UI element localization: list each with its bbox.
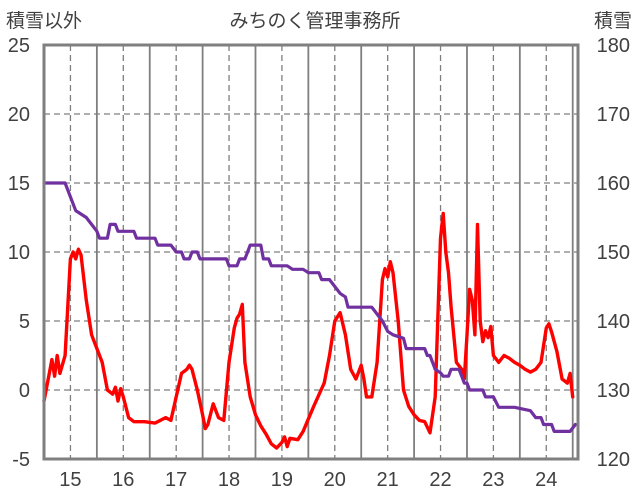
plot-frame <box>42 43 580 461</box>
left-tick-label: 20 <box>8 104 30 126</box>
right-tick-label: 170 <box>597 104 630 126</box>
right-tick-label: 150 <box>597 242 630 264</box>
x-tick-label: 18 <box>218 469 240 491</box>
x-tick-label: 15 <box>59 469 81 491</box>
x-tick-label: 17 <box>165 469 187 491</box>
left-axis-title: 積雪以外 <box>6 10 82 32</box>
right-tick-label: 130 <box>597 380 630 402</box>
x-tick-label: 22 <box>429 469 451 491</box>
left-tick-label: 15 <box>8 173 30 195</box>
x-tick-label: 20 <box>324 469 346 491</box>
right-tick-label: 120 <box>597 449 630 471</box>
right-axis-title: 積雪 <box>594 10 632 32</box>
x-tick-label: 21 <box>377 469 399 491</box>
tick-labels: 25 20 15 10 5 0 -5 180 170 160 150 140 130 120 15 16 17 1… <box>8 35 630 491</box>
right-tick-label: 180 <box>597 35 630 57</box>
left-tick-label: 5 <box>19 311 30 333</box>
x-tick-label: 19 <box>271 469 293 491</box>
x-tick-label: 16 <box>112 469 134 491</box>
left-tick-label: 0 <box>19 380 30 402</box>
right-tick-label: 140 <box>597 311 630 333</box>
right-tick-label: 160 <box>597 173 630 195</box>
x-tick-label: 23 <box>482 469 504 491</box>
left-tick-label: 25 <box>8 35 30 57</box>
chart-title: みちのく管理事務所 <box>229 10 400 32</box>
left-tick-label: 10 <box>8 242 30 264</box>
temperature-line <box>42 211 575 450</box>
left-tick-label: -5 <box>12 449 30 471</box>
series-layer <box>42 181 578 450</box>
snow-depth-line <box>42 181 578 433</box>
x-tick-label: 24 <box>535 469 557 491</box>
